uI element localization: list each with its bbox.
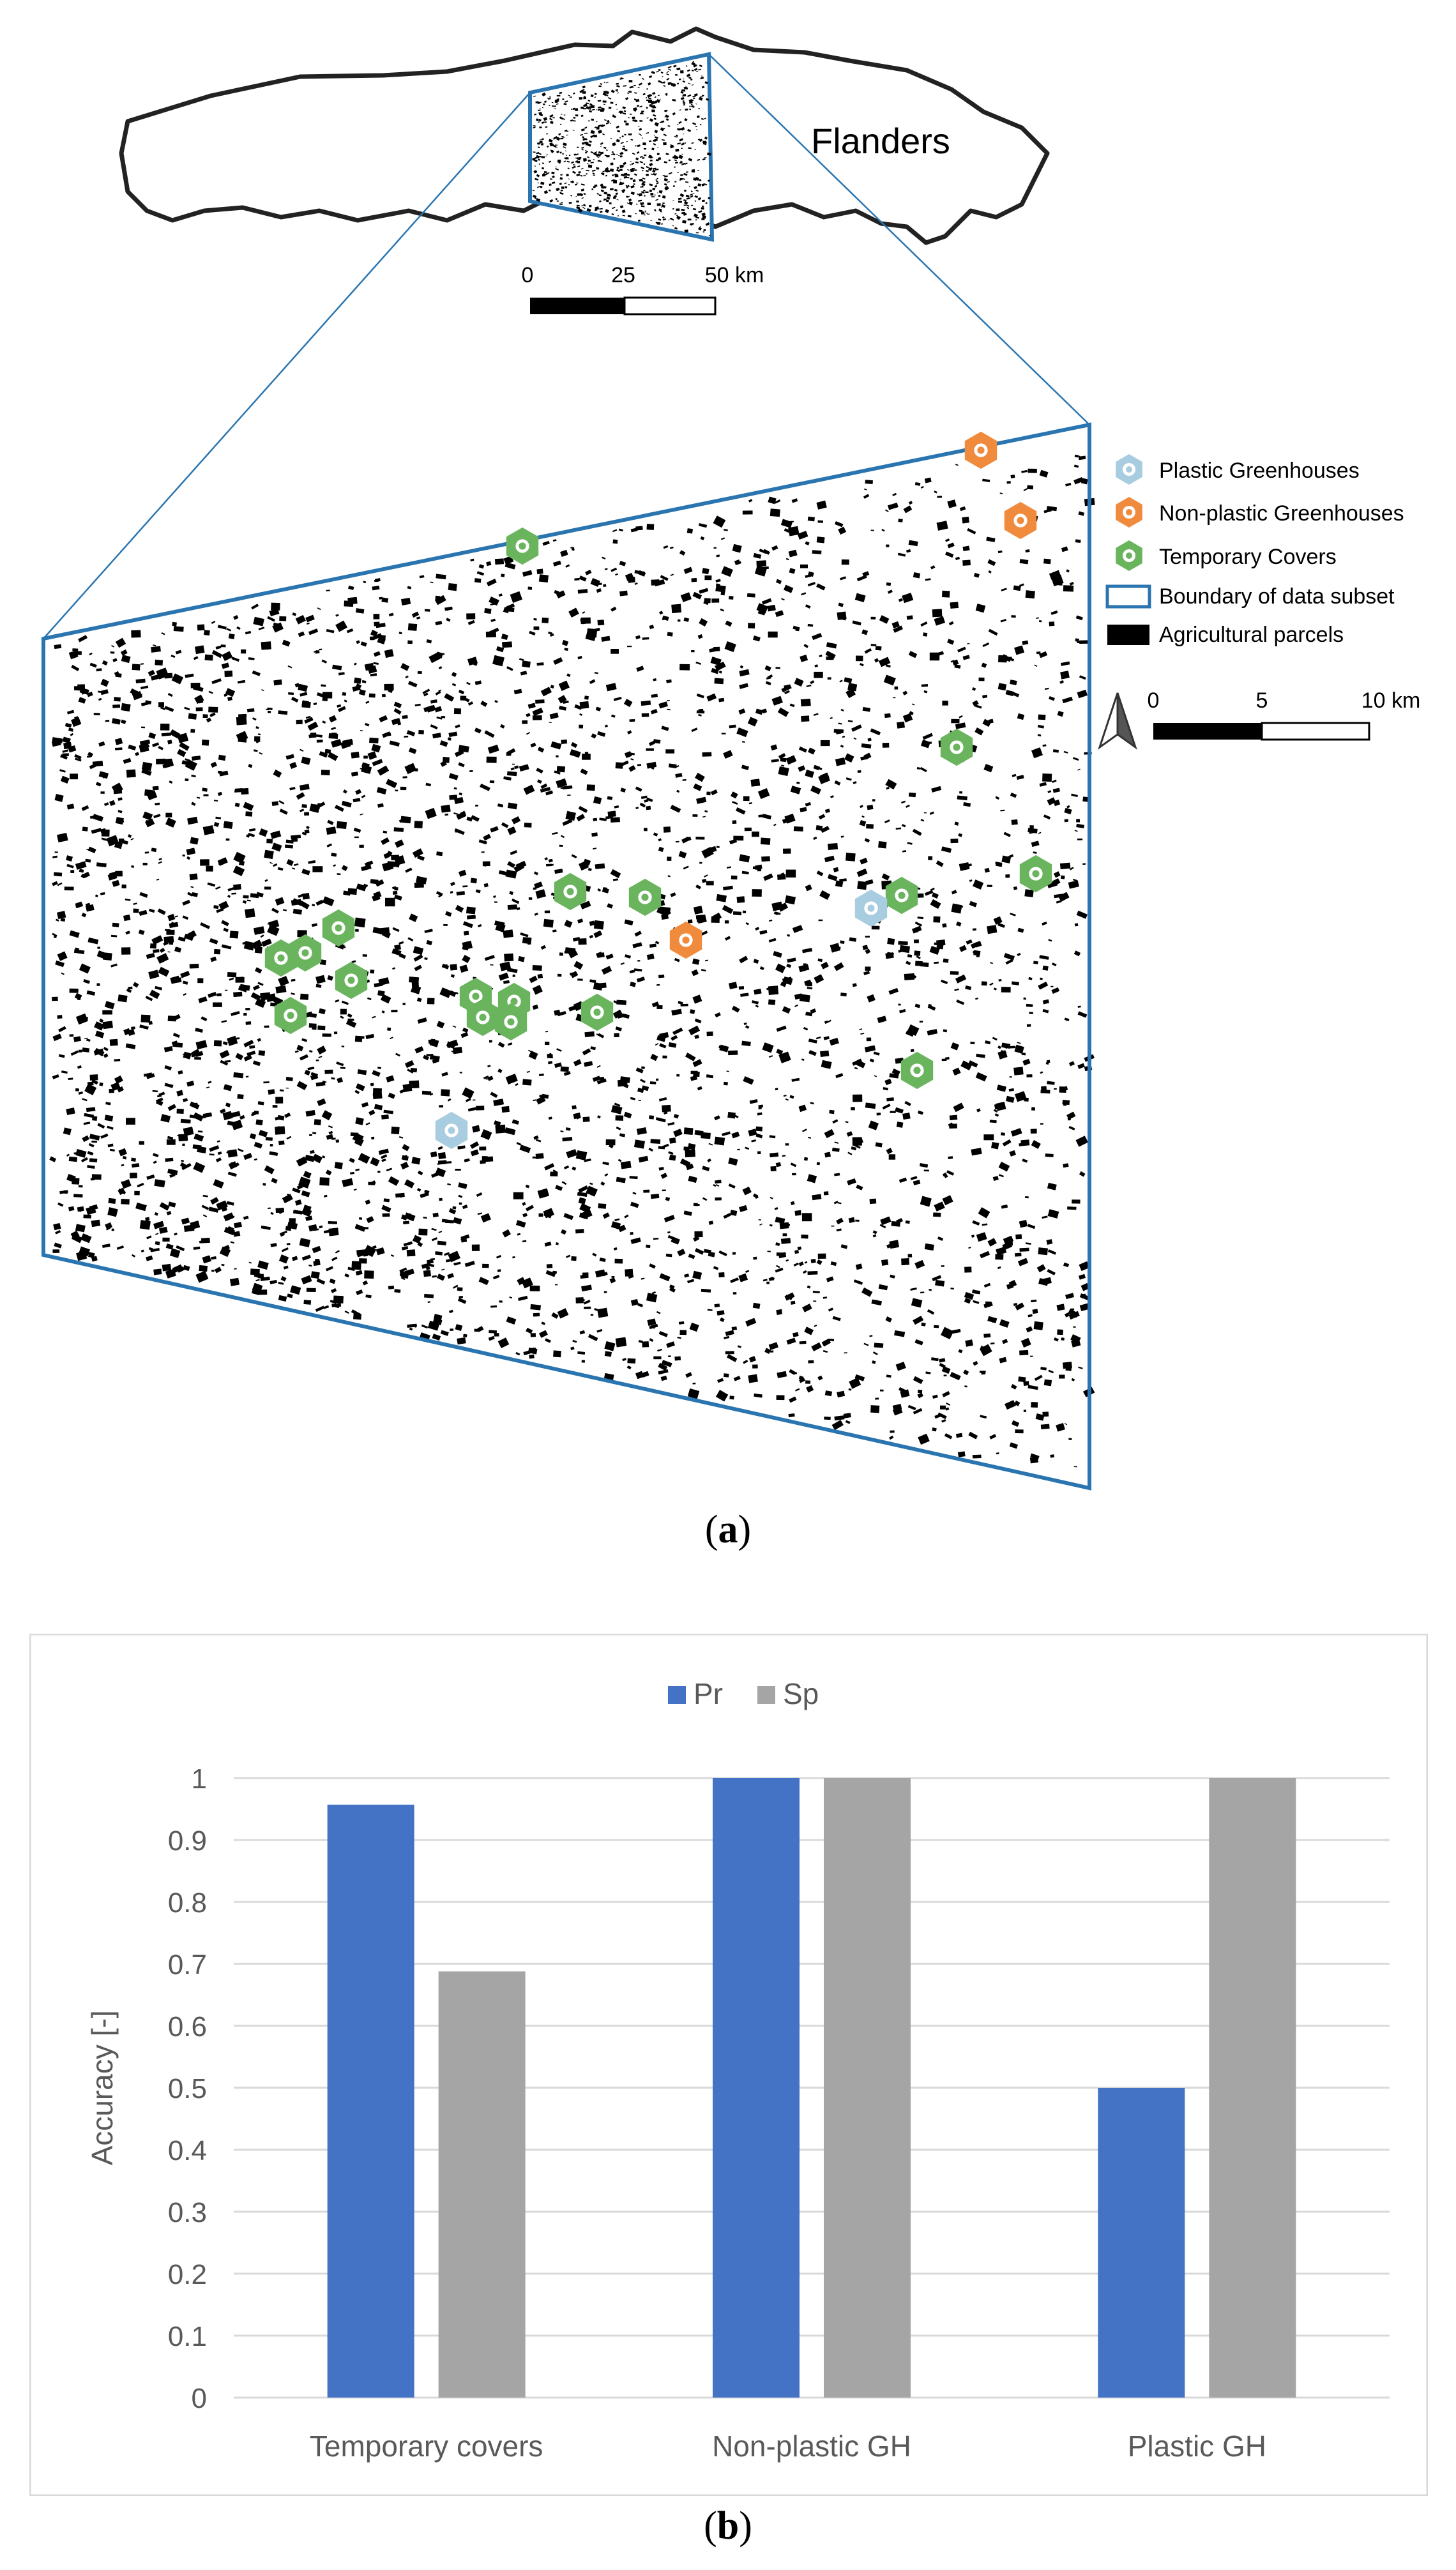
site-marker-temporary-icon [554,872,587,911]
site-marker-temporary-icon [264,939,298,977]
site-marker-plastic-icon [435,1111,468,1150]
chart-legend-label: Pr [694,1677,723,1710]
overview-scale-tick-2: 50 km [705,263,764,287]
y-tick-label: 0.9 [168,1825,207,1857]
connector-line-left [43,92,531,639]
map-scale-tick-1: 5 [1256,688,1268,713]
legend-item-boundary: Boundary of data subset [1105,584,1395,609]
caption-b-letter: b [717,2504,739,2548]
y-tick-label: 0.4 [168,2135,207,2166]
caption-a-letter: a [718,1508,738,1551]
bar-pr-2 [1098,2088,1185,2398]
agricultural-parcels [49,454,1095,1468]
y-tick-label: 0.6 [168,2011,207,2042]
legend-swatch [757,1686,775,1704]
y-tick-label: 0.2 [168,2259,207,2290]
map-scale-tick-2: 10 km [1361,688,1421,713]
chart-legend-label: Sp [783,1677,819,1710]
boundary-swatch-icon [1105,584,1151,609]
y-tick-label: 0.8 [168,1887,207,1919]
data-subset-fill [43,425,1089,1488]
legend-swatch [668,1686,686,1704]
chart-legend-item-sp: Sp [757,1677,819,1710]
map-scale-tick-0: 0 [1148,688,1160,713]
legend-item-plastic: Plastic Greenhouses [1116,454,1360,485]
legend-label-temporary: Temporary Covers [1159,545,1337,569]
chart-legend: Pr Sp [668,1677,819,1710]
bar-sp-0 [438,1971,526,2398]
overview-subset-boundary [528,52,715,242]
y-tick-label: 0.5 [168,2073,207,2104]
chart-gridlines [234,1777,1390,2399]
overview-scale-bar: 0 25 50 km [522,263,764,316]
x-tick-label: Non-plastic GH [712,2429,911,2463]
plastic-greenhouse-hex-icon [1116,454,1142,485]
overview-scale-tick-0: 0 [522,263,534,287]
y-tick-label: 0.3 [168,2197,207,2228]
map-panel: Flanders 0 25 50 km Plastic Greenhouses … [42,26,1421,1491]
site-marker-temporary-icon [466,998,499,1037]
x-tick-label: Temporary covers [310,2429,543,2463]
bar-sp-2 [1209,1778,1296,2398]
site-markers [264,431,1052,1150]
site-marker-temporary-icon [900,1051,934,1090]
site-marker-temporary-icon [289,934,322,972]
legend-label-boundary: Boundary of data subset [1159,584,1395,609]
nonplastic-greenhouse-hex-icon [1116,497,1142,528]
site-marker-temporary-icon [580,993,614,1031]
y-tick-label: 0.7 [168,1949,207,1981]
y-axis-ticks: 0 0.1 0.2 0.3 0.4 0.5 0.6 0.7 0.8 0.9 1 [168,1763,207,2414]
bar-sp-1 [824,1778,911,2398]
site-marker-nonplastic-icon [1004,501,1037,540]
site-marker-temporary-icon [885,876,918,915]
legend-label-nonplastic: Non-plastic Greenhouses [1159,501,1404,526]
site-marker-temporary-icon [506,527,539,565]
site-marker-temporary-icon [274,996,307,1035]
y-axis-label: Accuracy [-] [86,2011,119,2166]
legend-label-parcels: Agricultural parcels [1159,623,1344,647]
overview-parcels [532,61,711,237]
site-marker-plastic-icon [854,889,888,927]
overview-subset [528,52,715,242]
north-arrow-icon [1098,692,1137,750]
y-tick-label: 0.1 [168,2321,207,2352]
legend-item-parcels: Agricultural parcels [1107,623,1344,647]
region-label: Flanders [811,121,950,161]
x-tick-label: Plastic GH [1128,2429,1266,2463]
y-tick-label: 1 [192,1763,207,1795]
legend-item-temporary: Temporary Covers [1116,540,1337,571]
overview-scale-tick-1: 25 [611,263,635,287]
caption-b: (b) [704,2504,752,2548]
bar-pr-1 [713,1778,800,2398]
map-scale-bar: 0 5 10 km [1148,688,1421,741]
data-subset-map [42,422,1095,1491]
temporary-cover-hex-icon [1116,540,1142,571]
legend-label-plastic: Plastic Greenhouses [1159,459,1360,483]
connector-line-right [708,54,1090,425]
site-marker-temporary-icon [322,909,355,947]
y-tick-label: 0 [192,2383,207,2414]
data-subset-boundary [42,422,1091,1491]
chart-bars [327,1778,1296,2398]
map-legend: Plastic Greenhouses Non-plastic Greenhou… [1105,454,1404,647]
chart-legend-item-pr: Pr [668,1677,723,1710]
site-marker-temporary-icon [940,728,973,766]
bar-pr-0 [327,1804,414,2398]
site-marker-temporary-icon [335,961,368,1000]
caption-a: (a) [704,1508,752,1551]
site-marker-temporary-icon [1019,855,1052,893]
site-marker-nonplastic-icon [964,431,997,469]
site-marker-nonplastic-icon [669,921,702,959]
x-axis-ticks: Temporary covers Non-plastic GH Plastic GH [310,2429,1266,2463]
legend-item-nonplastic: Non-plastic Greenhouses [1116,497,1404,528]
site-marker-temporary-icon [628,878,662,916]
site-marker-temporary-icon [494,1003,527,1041]
accuracy-bar-chart: 0 0.1 0.2 0.3 0.4 0.5 0.6 0.7 0.8 0.9 1 Temporary … [29,1634,1428,2496]
parcels-swatch-icon [1107,625,1149,645]
